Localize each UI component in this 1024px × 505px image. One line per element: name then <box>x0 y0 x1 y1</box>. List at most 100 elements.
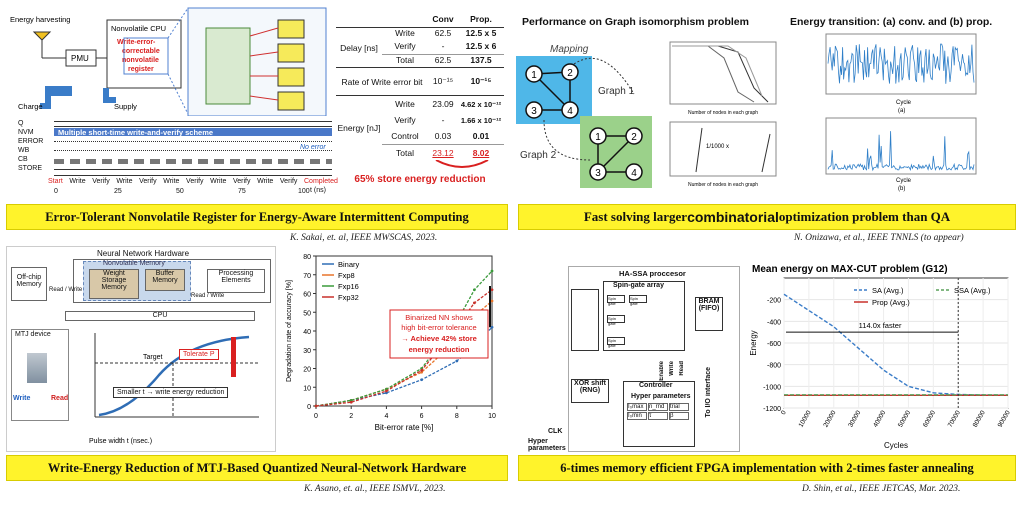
y-tick-label: -400 <box>767 319 781 326</box>
x-tick-label: 0 <box>314 413 318 420</box>
y-tick-label: 40 <box>303 329 311 336</box>
comparison-table: Conv Prop. Delay [ns] Write 62.5 12.5 x 5 V… <box>336 14 504 185</box>
nv-cpu-diagram: Energy harvesting PMU Nonvolatile CPU Wr… <box>10 7 327 116</box>
x-tick-label: 90000 <box>997 409 1012 428</box>
svg-text:Pulse width t (nsec.): Pulse width t (nsec.) <box>89 438 152 445</box>
svg-text:1: 1 <box>531 70 537 81</box>
tick-row: 0 25 50 75 100 <box>54 188 310 195</box>
point-fxp32 <box>314 404 318 408</box>
x-tick-label: 4 <box>384 413 388 420</box>
hyper-in-label: Hyper parameters <box>528 438 566 452</box>
y-tick-label: 60 <box>303 292 311 299</box>
antenna-icon <box>32 31 52 41</box>
timing-diagram: Q NVM ERROR WB CB STORE Multiple short-t… <box>14 120 338 198</box>
annotation-line-3: → Achieve 42% store <box>401 334 477 343</box>
y-tick-label: 50 <box>303 310 311 317</box>
legend-label: Prop (Avg.) <box>872 298 910 307</box>
banner-1: Error-Tolerant Nonvolatile Register for … <box>6 204 508 230</box>
x-tick-label: 40000 <box>872 409 887 428</box>
annotation-line-2: high bit-error tolerance <box>401 323 476 332</box>
citation-4: D. Shin, et al., IEEE JETCAS, Mar. 2023. <box>802 484 961 494</box>
row-q: Q <box>18 120 24 127</box>
y-tick-label: -1200 <box>763 406 781 413</box>
x-tick-label: 70000 <box>947 409 962 428</box>
svg-text:3: 3 <box>531 106 537 117</box>
x-tick-label: 0 <box>780 409 788 416</box>
time-unit: t (ns) <box>310 187 326 194</box>
svg-text:Graph 1: Graph 1 <box>598 86 635 97</box>
x-tick-label: 20000 <box>822 409 837 428</box>
citation-1: K. Sakai, et. al, IEEE MWSCAS, 2023. <box>290 233 438 243</box>
x-tick-label: 2 <box>349 413 353 420</box>
y-tick-label: 30 <box>303 348 311 355</box>
y-tick-label: 10 <box>303 385 311 392</box>
x-tick-label: 30000 <box>847 409 862 428</box>
svg-text:4: 4 <box>631 168 637 179</box>
svg-text:1/1000 x: 1/1000 x <box>706 144 729 150</box>
graph-iso-title: Performance on Graph isomorphism problem <box>522 16 749 28</box>
legend-label-binary: Binary <box>338 260 360 269</box>
svg-text:2: 2 <box>567 68 573 79</box>
banner-2: Fast solving larger combinatorial optimi… <box>518 204 1016 230</box>
legend-label-fxp8: Fxp8 <box>338 271 355 280</box>
y-tick-label: 0 <box>307 404 311 411</box>
legend-label: SSA (Avg.) <box>954 286 991 295</box>
no-error-label: No error <box>300 144 326 151</box>
svg-text:Target: Target <box>143 354 163 361</box>
x-tick-label: 10000 <box>798 409 813 428</box>
nv-cpu-box <box>106 19 182 89</box>
reduction-label: 65% store energy reduction <box>354 174 486 185</box>
y-tick-label: 20 <box>303 367 311 374</box>
legend-label: SA (Avg.) <box>872 286 904 295</box>
y-axis-label: Degradation rate of accuracy [%] <box>286 280 293 382</box>
svg-text:Supply: Supply <box>114 102 137 111</box>
iso-plots: Number of nodes in each graph 1/1000 x N… <box>669 41 777 188</box>
row-cb: CB <box>18 156 28 163</box>
svg-text:Nonvolatile CPU: Nonvolatile CPU <box>111 24 166 33</box>
point-fxp32 <box>385 389 388 393</box>
row-nvm: NVM <box>18 129 34 136</box>
y-tick-label: -1000 <box>763 384 781 391</box>
svg-text:Cycle: Cycle <box>896 178 912 184</box>
svg-text:Number of nodes in each graph: Number of nodes in each graph <box>688 182 758 188</box>
svg-text:(b): (b) <box>898 186 905 192</box>
cpu-red-1: correctable <box>122 48 160 55</box>
x-tick-label: 10 <box>488 413 496 420</box>
energy-transition-title: Energy transition: (a) conv. and (b) pro… <box>790 16 993 28</box>
row-store: STORE <box>18 165 42 172</box>
point-binary <box>490 325 494 329</box>
annotation-box <box>389 309 489 359</box>
param-grid: I₀max n_rnd trial I₀min τ β <box>627 403 691 420</box>
y-tick-label: -800 <box>767 363 781 370</box>
legend-label-fxp32: Fxp32 <box>338 293 359 302</box>
citation-2: N. Onizawa, et al., IEEE TNNLS (to appea… <box>794 233 964 243</box>
cpu-red-0: Write-error- <box>117 39 156 46</box>
maxcut-chart-svg: Mean energy on MAX-CUT problem (G12) -200… <box>749 264 1012 450</box>
svg-text:PMU: PMU <box>71 54 89 63</box>
svg-text:Number of nodes in each graph: Number of nodes in each graph <box>688 110 758 116</box>
x-axis-label: Cycles <box>884 441 908 450</box>
annotation-line-1: Binarized NN shows <box>405 313 473 322</box>
y-axis-label: Energy <box>749 330 758 355</box>
point-fxp8 <box>490 299 494 303</box>
point-fxp32 <box>473 301 476 305</box>
citation-3: K. Asano, et. al., IEEE ISMVL, 2023. <box>304 484 446 494</box>
y-tick-label: -200 <box>767 298 781 305</box>
x-axis-label: Bit-error rate [%] <box>375 423 434 432</box>
y-tick-label: 70 <box>303 273 311 280</box>
supply-arrow <box>103 88 116 103</box>
y-tick-label: 80 <box>303 254 311 261</box>
row-error: ERROR <box>18 138 44 145</box>
scheme-label: Multiple short-time write-and-verify sch… <box>58 128 214 137</box>
point-fxp32 <box>420 368 423 372</box>
y-tick-label: -600 <box>767 341 781 348</box>
cpu-red-2: nonvolatile <box>122 57 159 64</box>
svg-text:Graph 2: Graph 2 <box>520 150 557 161</box>
row-wb: WB <box>18 147 30 154</box>
legend-label-fxp16: Fxp16 <box>338 282 359 291</box>
ber-chart-svg: 0 10 20 30 40 50 60 70 80 0 2 4 6 8 10 Bit-error rate [… <box>286 254 496 432</box>
svg-text:4: 4 <box>567 106 573 117</box>
x-tick-label: 80000 <box>972 409 987 428</box>
chart-title: Mean energy on MAX-CUT problem (G12) <box>752 264 948 275</box>
point-fxp32 <box>490 288 494 292</box>
